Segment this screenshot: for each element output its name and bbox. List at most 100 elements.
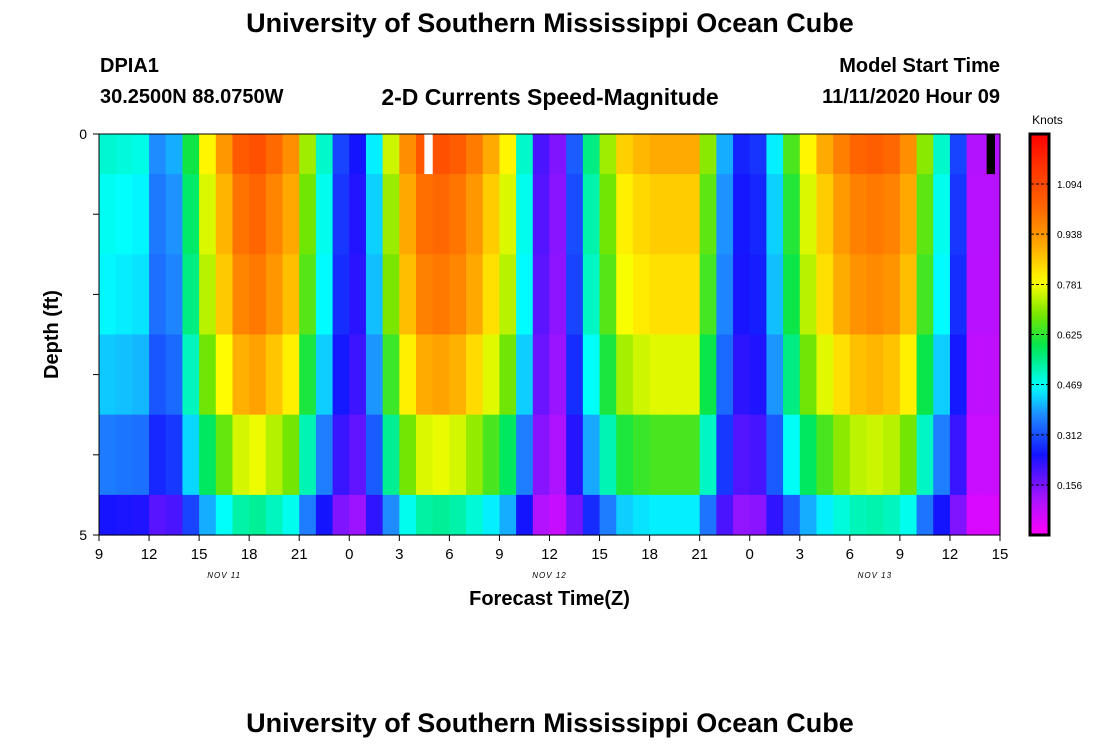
heatmap-cell: [332, 254, 350, 336]
heatmap-cell: [265, 334, 284, 416]
heatmap-cell: [666, 334, 684, 416]
heatmap-cell: [582, 494, 601, 536]
heatmap-cell: [949, 414, 968, 496]
heatmap-cell: [282, 254, 300, 336]
heatmap-cell: [349, 494, 367, 536]
heatmap-cell: [382, 494, 400, 536]
heatmap-cell: [99, 494, 117, 536]
heatmap-cell: [716, 414, 734, 496]
heatmap-cell: [916, 254, 934, 336]
heatmap-cell: [482, 414, 501, 496]
heatmap-cell: [532, 334, 551, 416]
heatmap-cell: [466, 134, 484, 175]
heatmap-cell: [399, 494, 417, 536]
heatmap-cell: [382, 134, 400, 175]
heatmap-cell: [399, 174, 417, 255]
model-start-label: Model Start Time: [839, 55, 1000, 77]
colorbar-tick-label: 0.781: [1057, 280, 1082, 291]
heatmap-cell: [115, 134, 133, 175]
heatmap-cell: [699, 494, 717, 536]
heatmap-cell: [632, 494, 651, 536]
heatmap-cell: [549, 494, 567, 536]
heatmap-cell: [866, 414, 884, 496]
heatmap-cell: [232, 254, 250, 336]
heatmap-cell: [499, 134, 517, 175]
heatmap-cell: [132, 134, 150, 175]
heatmap-cell: [566, 254, 584, 336]
heatmap-cell: [716, 254, 734, 336]
heatmap-cell: [499, 414, 517, 496]
heatmap-cell: [616, 494, 634, 536]
x-axis-label: Forecast Time(Z): [469, 588, 630, 610]
heatmap-cell: [783, 254, 801, 336]
heatmap-cell: [916, 174, 934, 255]
heatmap-cell: [766, 174, 784, 255]
heatmap-cell: [365, 494, 384, 536]
heatmap-cell: [149, 334, 167, 416]
heatmap-cell: [115, 494, 133, 536]
heatmap-cell: [165, 174, 184, 255]
heatmap-cell: [282, 134, 300, 175]
heatmap-cell: [99, 254, 117, 336]
heatmap-cell: [733, 174, 751, 255]
heatmap-cell: [516, 134, 534, 175]
heatmap-cell: [482, 334, 501, 416]
heatmap-cell: [516, 174, 534, 255]
heatmap-cell: [532, 174, 551, 255]
y-tick-label: 5: [79, 527, 87, 543]
heatmap-cell: [632, 134, 651, 175]
heatmap-cell: [332, 414, 350, 496]
heatmap-cell: [866, 254, 884, 336]
heatmap-cell: [682, 174, 701, 255]
heatmap-cell: [249, 334, 267, 416]
heatmap-cell: [766, 254, 784, 336]
heatmap-cell: [516, 494, 534, 536]
x-tick-label: 0: [746, 546, 754, 563]
heatmap-cell: [332, 134, 350, 175]
x-tick-label: 0: [345, 546, 353, 563]
heatmap-cell: [566, 334, 584, 416]
heatmap-cell: [99, 414, 117, 496]
heatmap-cell: [799, 334, 818, 416]
heatmap-cell: [265, 414, 284, 496]
heatmap-cell: [182, 174, 200, 255]
heatmap-cell: [883, 494, 901, 536]
heatmap-cell: [532, 494, 551, 536]
heatmap-cell: [499, 174, 517, 255]
heatmap-cell: [983, 254, 1001, 336]
heatmap-cell: [582, 174, 601, 255]
heatmap-cell: [199, 334, 217, 416]
heatmap-cell: [549, 414, 567, 496]
heatmap-cell: [499, 494, 517, 536]
heatmap-cell: [249, 134, 267, 175]
x-tick-label: 3: [395, 546, 403, 563]
heatmap-cell: [315, 174, 334, 255]
heatmap-cell: [699, 174, 717, 255]
heatmap-cell: [899, 334, 918, 416]
heatmap-cell: [315, 414, 334, 496]
heatmap-cell: [532, 134, 551, 175]
date-label: NOV 11: [207, 571, 241, 580]
heatmap-cell: [849, 334, 868, 416]
x-tick-label: 21: [291, 546, 308, 563]
footer-title: University of Southern Mississippi Ocean…: [246, 708, 854, 738]
heatmap-cell: [332, 494, 350, 536]
heatmap-cell: [482, 254, 501, 336]
heatmap-cell: [432, 334, 450, 416]
heatmap-cell: [682, 494, 701, 536]
heatmap-cell: [599, 134, 617, 175]
heatmap-cell: [315, 134, 334, 175]
heatmap-cell: [232, 134, 250, 175]
heatmap-cell: [899, 254, 918, 336]
heatmap-cell: [783, 414, 801, 496]
heatmap-cell: [299, 134, 317, 175]
heatmap-cell: [215, 334, 234, 416]
heatmap-cell: [115, 254, 133, 336]
heatmap-cell: [466, 334, 484, 416]
heatmap-cell: [516, 414, 534, 496]
heatmap-cell: [132, 334, 150, 416]
colorbar-tick-label: 1.094: [1057, 180, 1082, 191]
heatmap-cell: [199, 494, 217, 536]
heatmap-cell: [149, 134, 167, 175]
heatmap-cell: [149, 414, 167, 496]
